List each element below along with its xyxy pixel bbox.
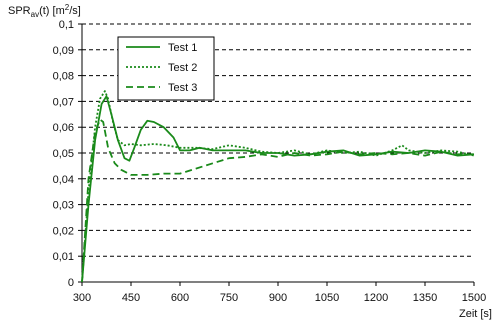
y-tick-label: 0,09 — [53, 45, 74, 57]
y-tick-label: 0,05 — [53, 148, 74, 160]
y-axis-title-rest: (t) [m — [39, 5, 65, 17]
legend-label-1: Test 1 — [168, 42, 197, 54]
legend: Test 1 Test 2 Test 3 — [117, 36, 215, 101]
series-lines — [81, 90, 475, 283]
x-tick-label: 1500 — [462, 292, 486, 304]
y-tick-label: 0,04 — [53, 174, 74, 186]
x-tick-label: 900 — [269, 292, 287, 304]
y-tick-label: 0,01 — [53, 251, 74, 263]
y-tick-label: 0,1 — [59, 19, 74, 31]
legend-label-3: Test 3 — [168, 82, 197, 94]
series-line-3 — [81, 118, 474, 283]
x-tick-label: 600 — [171, 292, 189, 304]
y-tick-label: 0 — [68, 277, 74, 289]
x-tick-label: 450 — [122, 292, 140, 304]
x-tick-label: 1200 — [364, 292, 388, 304]
legend-items: Test 1 Test 2 Test 3 — [126, 42, 197, 94]
y-tick-label: 0,03 — [53, 200, 74, 212]
y-axis-title-end: /s] — [69, 5, 81, 17]
x-tick-label: 300 — [73, 292, 91, 304]
y-axis-title-main: SPR — [8, 5, 31, 17]
y-tick-label: 0,02 — [53, 225, 74, 237]
x-axis-title: Zeit [s] — [459, 308, 492, 320]
x-tick-label: 750 — [220, 292, 238, 304]
y-tick-label: 0,06 — [53, 122, 74, 134]
x-tick-label: 1350 — [413, 292, 437, 304]
y-axis-title-sub: av — [31, 10, 39, 19]
legend-label-2: Test 2 — [168, 62, 197, 74]
y-axis-title: SPRav(t) [m2/s] — [8, 3, 81, 19]
y-tick-label: 0,07 — [53, 96, 74, 108]
series-line-1 — [81, 95, 475, 283]
series-line-2 — [81, 90, 475, 283]
y-tick-labels: 0 0,01 0,02 0,03 0,04 0,05 0,06 0,07 0,08 0,09 0,1 — [53, 19, 82, 289]
x-tick-labels: 300 450 600 750 900 1050 1200 1350 1500 — [73, 282, 486, 304]
y-tick-label: 0,08 — [53, 71, 74, 83]
y-axis-title-sup: 2 — [65, 3, 70, 12]
x-tick-label: 1050 — [315, 292, 339, 304]
